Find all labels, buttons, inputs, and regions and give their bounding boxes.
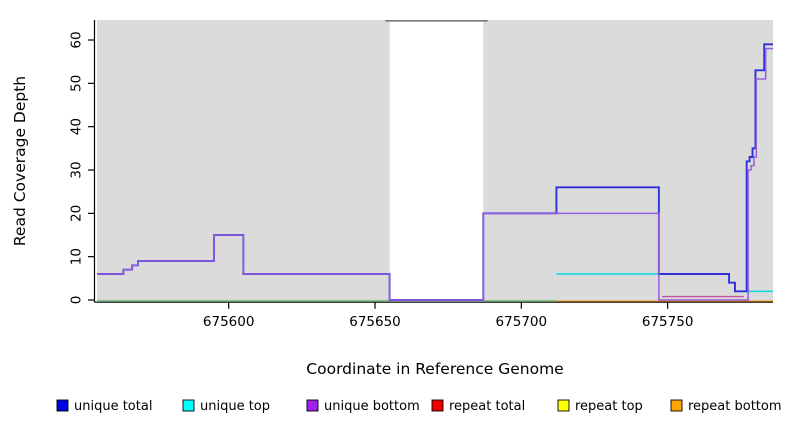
y-tick-label: 30 bbox=[69, 161, 85, 178]
legend-label: repeat total bbox=[449, 399, 525, 414]
legend: unique total unique top unique bottom repea… bbox=[56, 399, 782, 414]
legend-item: unique top bbox=[182, 399, 270, 414]
x-tick-label: 675600 bbox=[203, 314, 255, 330]
legend-label: unique total bbox=[74, 399, 152, 414]
legend-swatch bbox=[431, 399, 444, 412]
x-tick-label: 675700 bbox=[496, 314, 548, 330]
y-tick-label: 0 bbox=[69, 296, 85, 305]
legend-label: repeat top bbox=[575, 399, 643, 414]
legend-label: unique top bbox=[200, 399, 270, 414]
y-axis-title: Read Coverage Depth bbox=[11, 76, 29, 246]
y-tick-label: 40 bbox=[69, 118, 85, 135]
shaded-regions bbox=[97, 19, 773, 302]
x-tick-label: 675650 bbox=[349, 314, 401, 330]
y-tick-label: 20 bbox=[69, 205, 85, 222]
shaded-region bbox=[483, 20, 773, 302]
series-lines bbox=[97, 43, 773, 301]
series-unique-bottom bbox=[97, 47, 773, 301]
legend-swatch bbox=[182, 399, 195, 412]
y-tick-label: 10 bbox=[69, 248, 85, 265]
legend-item: repeat total bbox=[431, 399, 525, 414]
legend-item: repeat top bbox=[557, 399, 643, 414]
x-axis-title: Coordinate in Reference Genome bbox=[306, 360, 563, 378]
legend-label: unique bottom bbox=[324, 399, 420, 414]
legend-swatch bbox=[557, 399, 570, 412]
axes: 675600 675650 675700 675750 0 10 20 30 40 50 60 bbox=[69, 20, 773, 330]
legend-swatch bbox=[670, 399, 683, 412]
y-tick-label: 60 bbox=[69, 31, 85, 48]
legend-swatch bbox=[56, 399, 69, 412]
y-tick-label: 50 bbox=[69, 75, 85, 92]
legend-item: unique total bbox=[56, 399, 152, 414]
legend-item: repeat bottom bbox=[670, 399, 782, 414]
x-tick-label: 675750 bbox=[642, 314, 694, 330]
legend-label: repeat bottom bbox=[688, 399, 782, 414]
legend-swatch bbox=[306, 399, 319, 412]
legend-item: unique bottom bbox=[306, 399, 420, 414]
